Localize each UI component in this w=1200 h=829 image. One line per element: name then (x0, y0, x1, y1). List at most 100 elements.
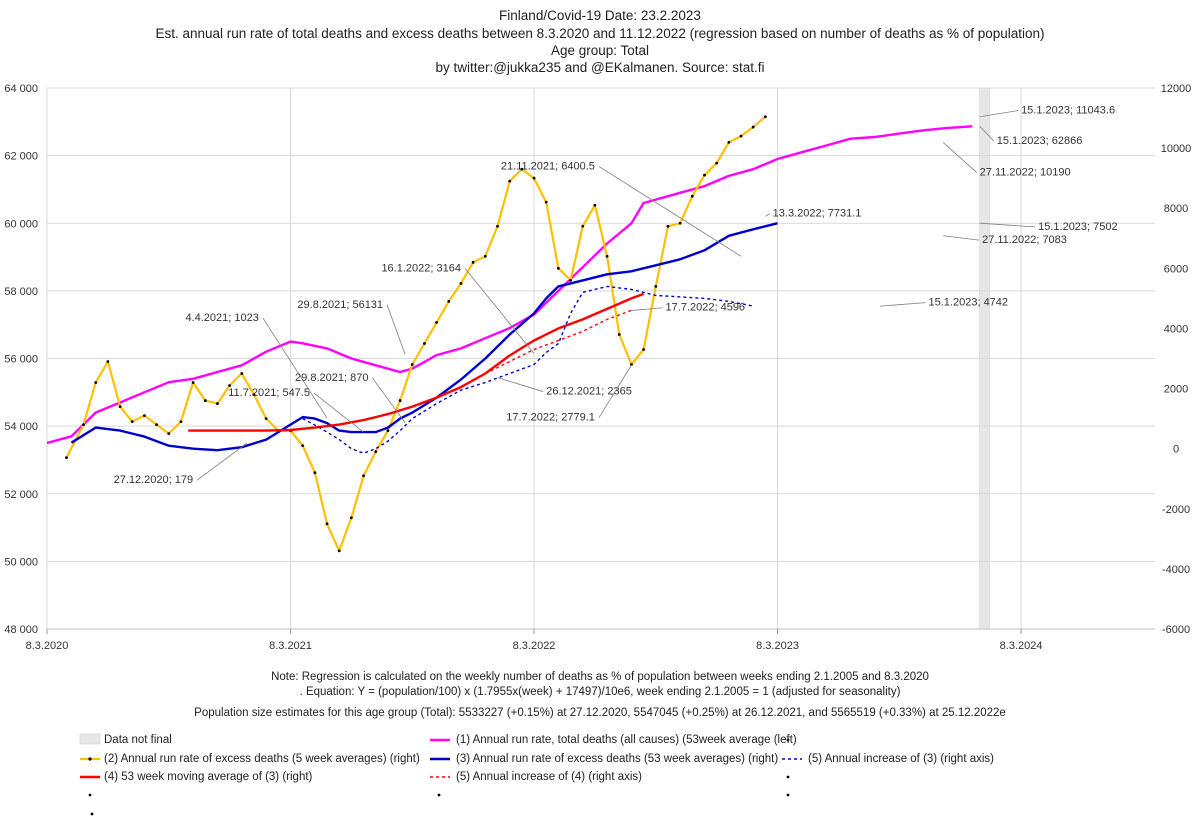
series-2-marker (167, 432, 171, 436)
note-line-3: Population size estimates for this age g… (194, 707, 1006, 719)
series-2-marker (362, 474, 365, 478)
series-2-marker (593, 203, 597, 207)
chart-title-line-3: Age group: Total (550, 43, 650, 58)
y-left-tick-label: 64 000 (4, 83, 38, 95)
legend-swatches (79, 733, 802, 816)
series-2-marker (727, 141, 731, 144)
y-left-tick-label: 62 000 (4, 151, 38, 163)
y-right-tick-label: 0 (1173, 444, 1179, 456)
annotation-label: 13.3.2022; 7731.1 (773, 208, 862, 220)
y-left-tick-label: 56 000 (4, 354, 38, 366)
legend-series-1: (1) Annual run rate, total deaths (all c… (456, 734, 797, 746)
annotation-label: 15.1.2023; 62866 (997, 135, 1083, 147)
legend-empty-marker (786, 775, 790, 779)
series-2-marker (690, 194, 694, 198)
annotation-leader-line (196, 442, 247, 481)
series-2-marker (65, 456, 68, 460)
annotation-leader-line (313, 392, 364, 433)
y-right-tick-label: 6000 (1164, 263, 1188, 275)
series-2-marker (264, 417, 268, 421)
chart-title-line-1: Finland/Covid-19 Date: 23.2.2023 (499, 8, 701, 23)
annotation-label: 17.7.2022; 4596 (666, 302, 746, 314)
y-right-tick-label: -4000 (1162, 564, 1190, 576)
series-2-marker (435, 321, 439, 324)
series-2-marker (569, 278, 572, 282)
y-left-tick-label: 60 000 (4, 218, 38, 230)
legend-empty-marker (437, 793, 441, 797)
series-2-marker (228, 384, 232, 387)
legend-series-4: (4) 53 week moving average of (3) (right… (104, 771, 313, 783)
series-2-marker (337, 549, 341, 553)
annotation-leader-line (497, 377, 544, 392)
y-right-tick-label: 10000 (1161, 143, 1192, 155)
annotation-label: 29.8.2021; 870 (295, 372, 368, 384)
annotation-leader-line (979, 126, 995, 142)
y-right-tick-label: 12000 (1161, 83, 1192, 95)
annotation-label: 11.7.2021; 547.5 (228, 387, 310, 399)
annotation-leader-line (979, 110, 1019, 118)
x-tick-label: 8.3.2023 (756, 640, 799, 652)
series-line-6 (484, 309, 632, 375)
annotation-leader-line (372, 377, 406, 423)
series-2-marker (447, 299, 451, 303)
series-2-marker (654, 284, 658, 288)
series-2-marker (666, 224, 670, 228)
series-2-marker (739, 134, 743, 138)
series-2-marker (678, 221, 682, 225)
annotation-label: 17.7.2022; 2779.1 (506, 412, 595, 424)
annotation-label: 27.11.2022; 7083 (982, 234, 1067, 246)
series-2-marker (508, 179, 512, 183)
annotation-leader-line (598, 166, 742, 257)
series-2-marker (751, 125, 755, 129)
legend-empty-marker (786, 738, 790, 742)
annotation-leader-line (631, 307, 663, 311)
series-2-marker (349, 516, 353, 520)
series-line-3 (70, 222, 778, 452)
note-line-2: . Equation: Y = (population/100) x (1.79… (299, 686, 901, 698)
y-right-tick-label: 2000 (1164, 384, 1188, 396)
annotations: 15.1.2023; 11043.6 15.1.2023; 62866 27.11.… (114, 105, 1118, 487)
annotation-label: 29.8.2021; 56131 (297, 299, 383, 311)
series-2-marker (642, 348, 646, 351)
annotation-leader-line (386, 304, 406, 355)
annotation-label: 15.1.2023; 7502 (1038, 221, 1118, 233)
series-2-marker (703, 173, 706, 177)
series-2-marker (155, 423, 158, 427)
y-left-tick-label: 48 000 (4, 624, 38, 636)
series-line-2 (65, 115, 767, 552)
annotation-leader-line (942, 142, 977, 173)
annotation-leader-line (262, 317, 328, 419)
annotation-leader-line (464, 268, 535, 354)
series-2-marker (605, 254, 609, 258)
series-lines (46, 115, 973, 553)
series-2-marker (118, 405, 122, 408)
series-2-marker (630, 363, 633, 366)
x-tick-label: 8.3.2021 (269, 640, 312, 652)
y-right-tick-label: -2000 (1162, 504, 1190, 516)
series-2-marker (520, 167, 524, 171)
legend-series-3: (3) Annual run rate of excess deaths (53… (456, 753, 779, 765)
series-2-marker (763, 115, 767, 119)
series-2-marker (301, 444, 305, 448)
series-2-marker (313, 471, 317, 475)
legend-empty-marker (88, 793, 92, 797)
series-2-marker (410, 363, 414, 366)
y-left-tick-label: 52 000 (4, 489, 38, 501)
series-2-marker (130, 420, 134, 424)
legend-swatch-data-not-final (79, 733, 101, 745)
series-2-marker (483, 254, 487, 258)
annotation-leader-line (979, 222, 1036, 228)
series-2-marker (617, 333, 621, 336)
annotation-label: 4.4.2021; 1023 (185, 312, 258, 324)
series-2-marker (459, 281, 463, 285)
note-line-1: Note: Regression is calculated on the we… (271, 671, 929, 683)
series-2-marker (106, 360, 110, 363)
annotation-label: 15.1.2023; 11043.6 (1021, 105, 1115, 117)
legend-empty-marker (786, 793, 790, 797)
chart-title-line-2: Est. annual run rate of total deaths and… (155, 26, 1045, 41)
series-2-marker (544, 200, 548, 204)
series-2-marker (216, 402, 219, 405)
annotation-label: 16.1.2022; 3164 (381, 262, 461, 274)
series-2-marker (715, 161, 719, 165)
